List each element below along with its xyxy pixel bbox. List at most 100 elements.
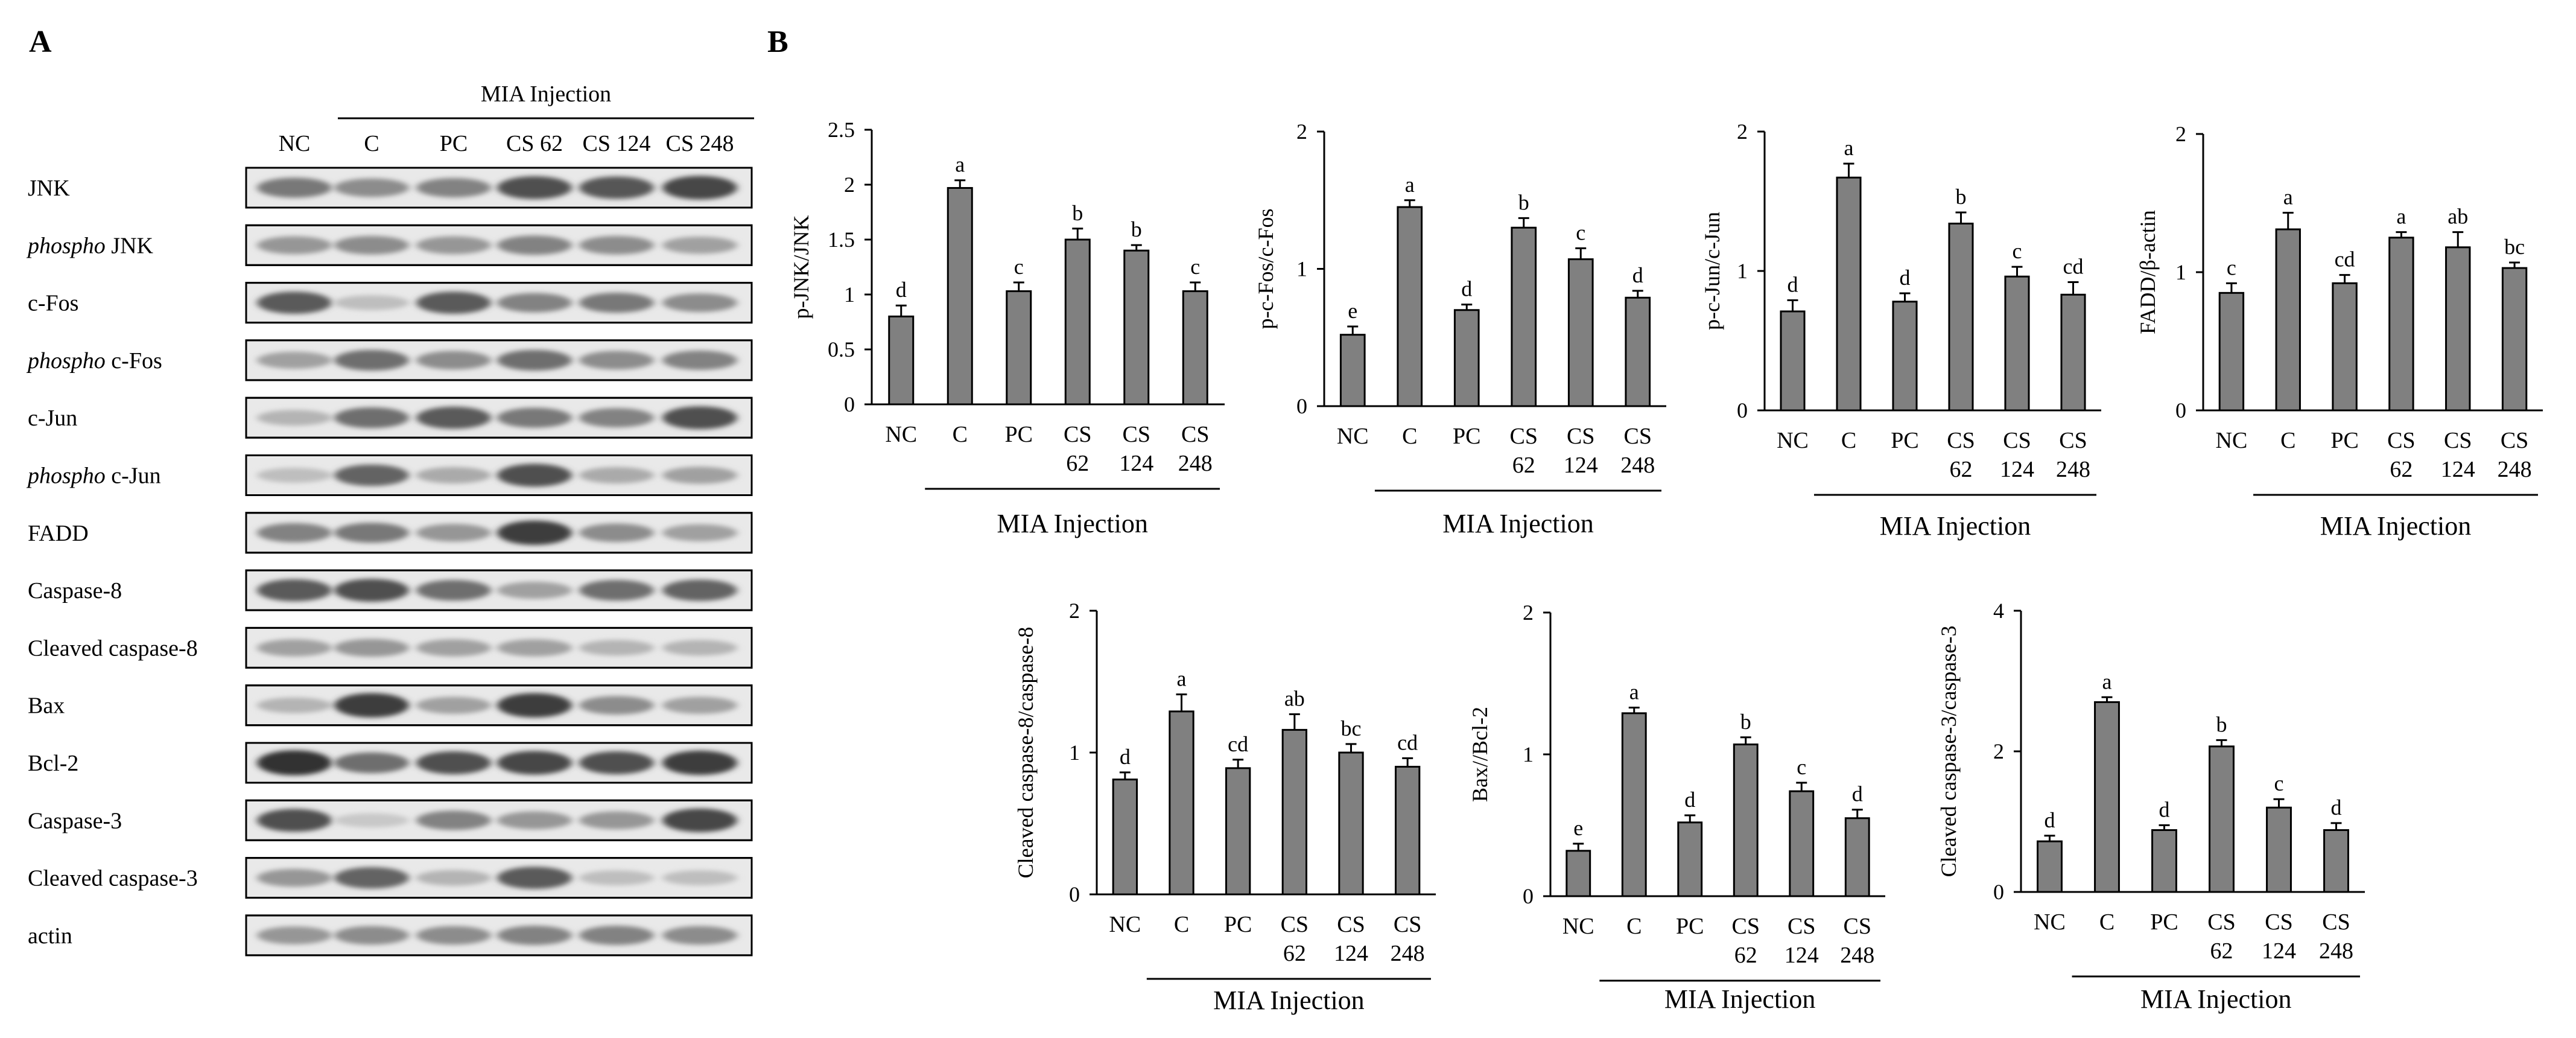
blot-band	[334, 579, 409, 602]
blot-band	[497, 463, 572, 487]
bar	[1892, 301, 1918, 412]
blot-band	[662, 640, 737, 656]
chart-5: 0 1 2 Cleaved caspase-8/caspase-8 d NC a Ccd PC a…	[1014, 599, 1436, 1015]
significance-label: c	[1014, 255, 1024, 279]
x-tick-label: CS	[1844, 914, 1871, 939]
x-tick-label: CS	[1337, 912, 1365, 937]
significance-label: d	[2159, 797, 2170, 821]
x-tick-label: C	[2099, 909, 2114, 935]
blot-band	[416, 236, 491, 255]
x-tick-label: 124	[1784, 943, 1819, 968]
bar	[2094, 701, 2120, 893]
blot-band	[257, 523, 332, 543]
blot-lane-label: CS 124	[583, 131, 651, 156]
significance-label: bc	[1341, 716, 1362, 740]
blot-band	[579, 925, 654, 945]
blot-band	[662, 870, 737, 885]
blot-row-label: c-Jun	[28, 406, 77, 431]
bar	[1123, 249, 1150, 406]
x-tick-label: C	[1402, 424, 1417, 449]
bar	[1836, 176, 1862, 412]
x-tick-label: CS	[1181, 422, 1209, 447]
chart-3: 0 1 2 p-c-Jun/c-Jun d NC a Cd PC b CS 62 c CS 124 cd CS 2…	[1700, 119, 2101, 541]
significance-label: d	[2045, 808, 2055, 832]
y-axis-label: Cleaved caspase-8/caspase-8	[1014, 627, 1038, 879]
blot-band	[257, 351, 332, 369]
bar	[947, 186, 973, 406]
blot-strip-border	[245, 224, 753, 266]
blot-band	[334, 178, 409, 197]
blot-band	[579, 351, 654, 370]
significance-label: c	[2227, 255, 2236, 279]
x-tick-label: 124	[1119, 451, 1153, 476]
blot-row-label-name: c-Jun	[28, 406, 77, 431]
blot-band	[579, 523, 654, 543]
x-tick-label: 62	[1066, 451, 1089, 476]
significance-label: e	[1348, 299, 1357, 323]
blot-strip-border	[245, 167, 753, 209]
bar	[1453, 309, 1480, 407]
blot-strip-border	[245, 512, 753, 554]
significance-label: d	[1900, 266, 1911, 290]
significance-label: cd	[2063, 254, 2084, 278]
bar	[2501, 267, 2528, 412]
x-tick-label: 62	[1950, 457, 1973, 482]
blot-band	[662, 750, 737, 775]
blot-band	[334, 926, 409, 945]
y-tick-label: 0	[1993, 880, 2004, 904]
x-tick-label: NC	[2216, 428, 2248, 453]
blot-band	[334, 523, 409, 543]
blot-band	[579, 870, 654, 885]
significance-label: b	[1131, 217, 1142, 241]
blot-band	[257, 177, 332, 198]
y-tick-label: 1	[2175, 260, 2186, 284]
blot-row-label-name: c-Fos	[28, 291, 78, 316]
bar	[2037, 840, 2063, 893]
blot-band	[257, 639, 332, 657]
significance-label: c	[2274, 771, 2284, 795]
blot-band	[334, 813, 409, 828]
blot-row-label: phospho JNK	[26, 233, 154, 258]
x-tick-label: CS	[1123, 422, 1150, 447]
y-tick-label: 2	[1737, 119, 1748, 144]
y-axis-label: p-JNK/JNK	[789, 215, 813, 319]
y-tick-label: 0.5	[828, 337, 855, 361]
blot-band	[497, 293, 572, 313]
x-tick-label: 248	[1391, 941, 1425, 966]
x-tick-label: NC	[885, 422, 917, 447]
blot-band	[497, 639, 572, 657]
significance-label: ab	[1284, 687, 1305, 711]
significance-label: a	[2102, 669, 2112, 693]
significance-label: d	[2331, 795, 2342, 820]
blot-lane-label: NC	[279, 131, 311, 156]
bar	[888, 315, 915, 406]
y-tick-label: 0	[1523, 884, 1534, 908]
y-tick-label: 2	[1069, 599, 1080, 623]
blot-band	[416, 466, 491, 484]
significance-label: ab	[2448, 205, 2468, 229]
x-tick-label: 124	[2441, 457, 2475, 482]
blot-band	[497, 811, 572, 830]
y-tick-label: 4	[1993, 599, 2004, 623]
blot-row-label: Cleaved caspase-3	[28, 866, 198, 891]
x-tick-label: 62	[1512, 453, 1535, 478]
x-axis-label: MIA Injection	[2140, 984, 2292, 1014]
blot-band	[662, 176, 737, 200]
blot-band	[416, 351, 491, 370]
bar	[1844, 817, 1870, 897]
y-tick-label: 0	[1296, 394, 1307, 418]
x-tick-label: 248	[2498, 457, 2532, 482]
x-tick-label: 62	[1283, 941, 1306, 966]
blot-band	[416, 926, 491, 945]
x-axis-label: MIA Injection	[1213, 985, 1365, 1015]
x-tick-label: 124	[2000, 457, 2034, 482]
blot-band	[579, 640, 654, 656]
blot-band	[334, 235, 409, 255]
blot-band	[257, 291, 332, 314]
x-tick-label: CS	[1567, 424, 1594, 449]
bar	[2323, 829, 2349, 893]
chart-1: 0 0.5 1 1.5 2 2.5 p-JNK/JNK d NC a Cc PC b CS 62 b CS 124…	[789, 118, 1225, 538]
blot-band	[257, 750, 332, 775]
x-tick-label: PC	[1005, 422, 1033, 447]
blot-row-label: Cleaved caspase-8	[28, 635, 198, 661]
